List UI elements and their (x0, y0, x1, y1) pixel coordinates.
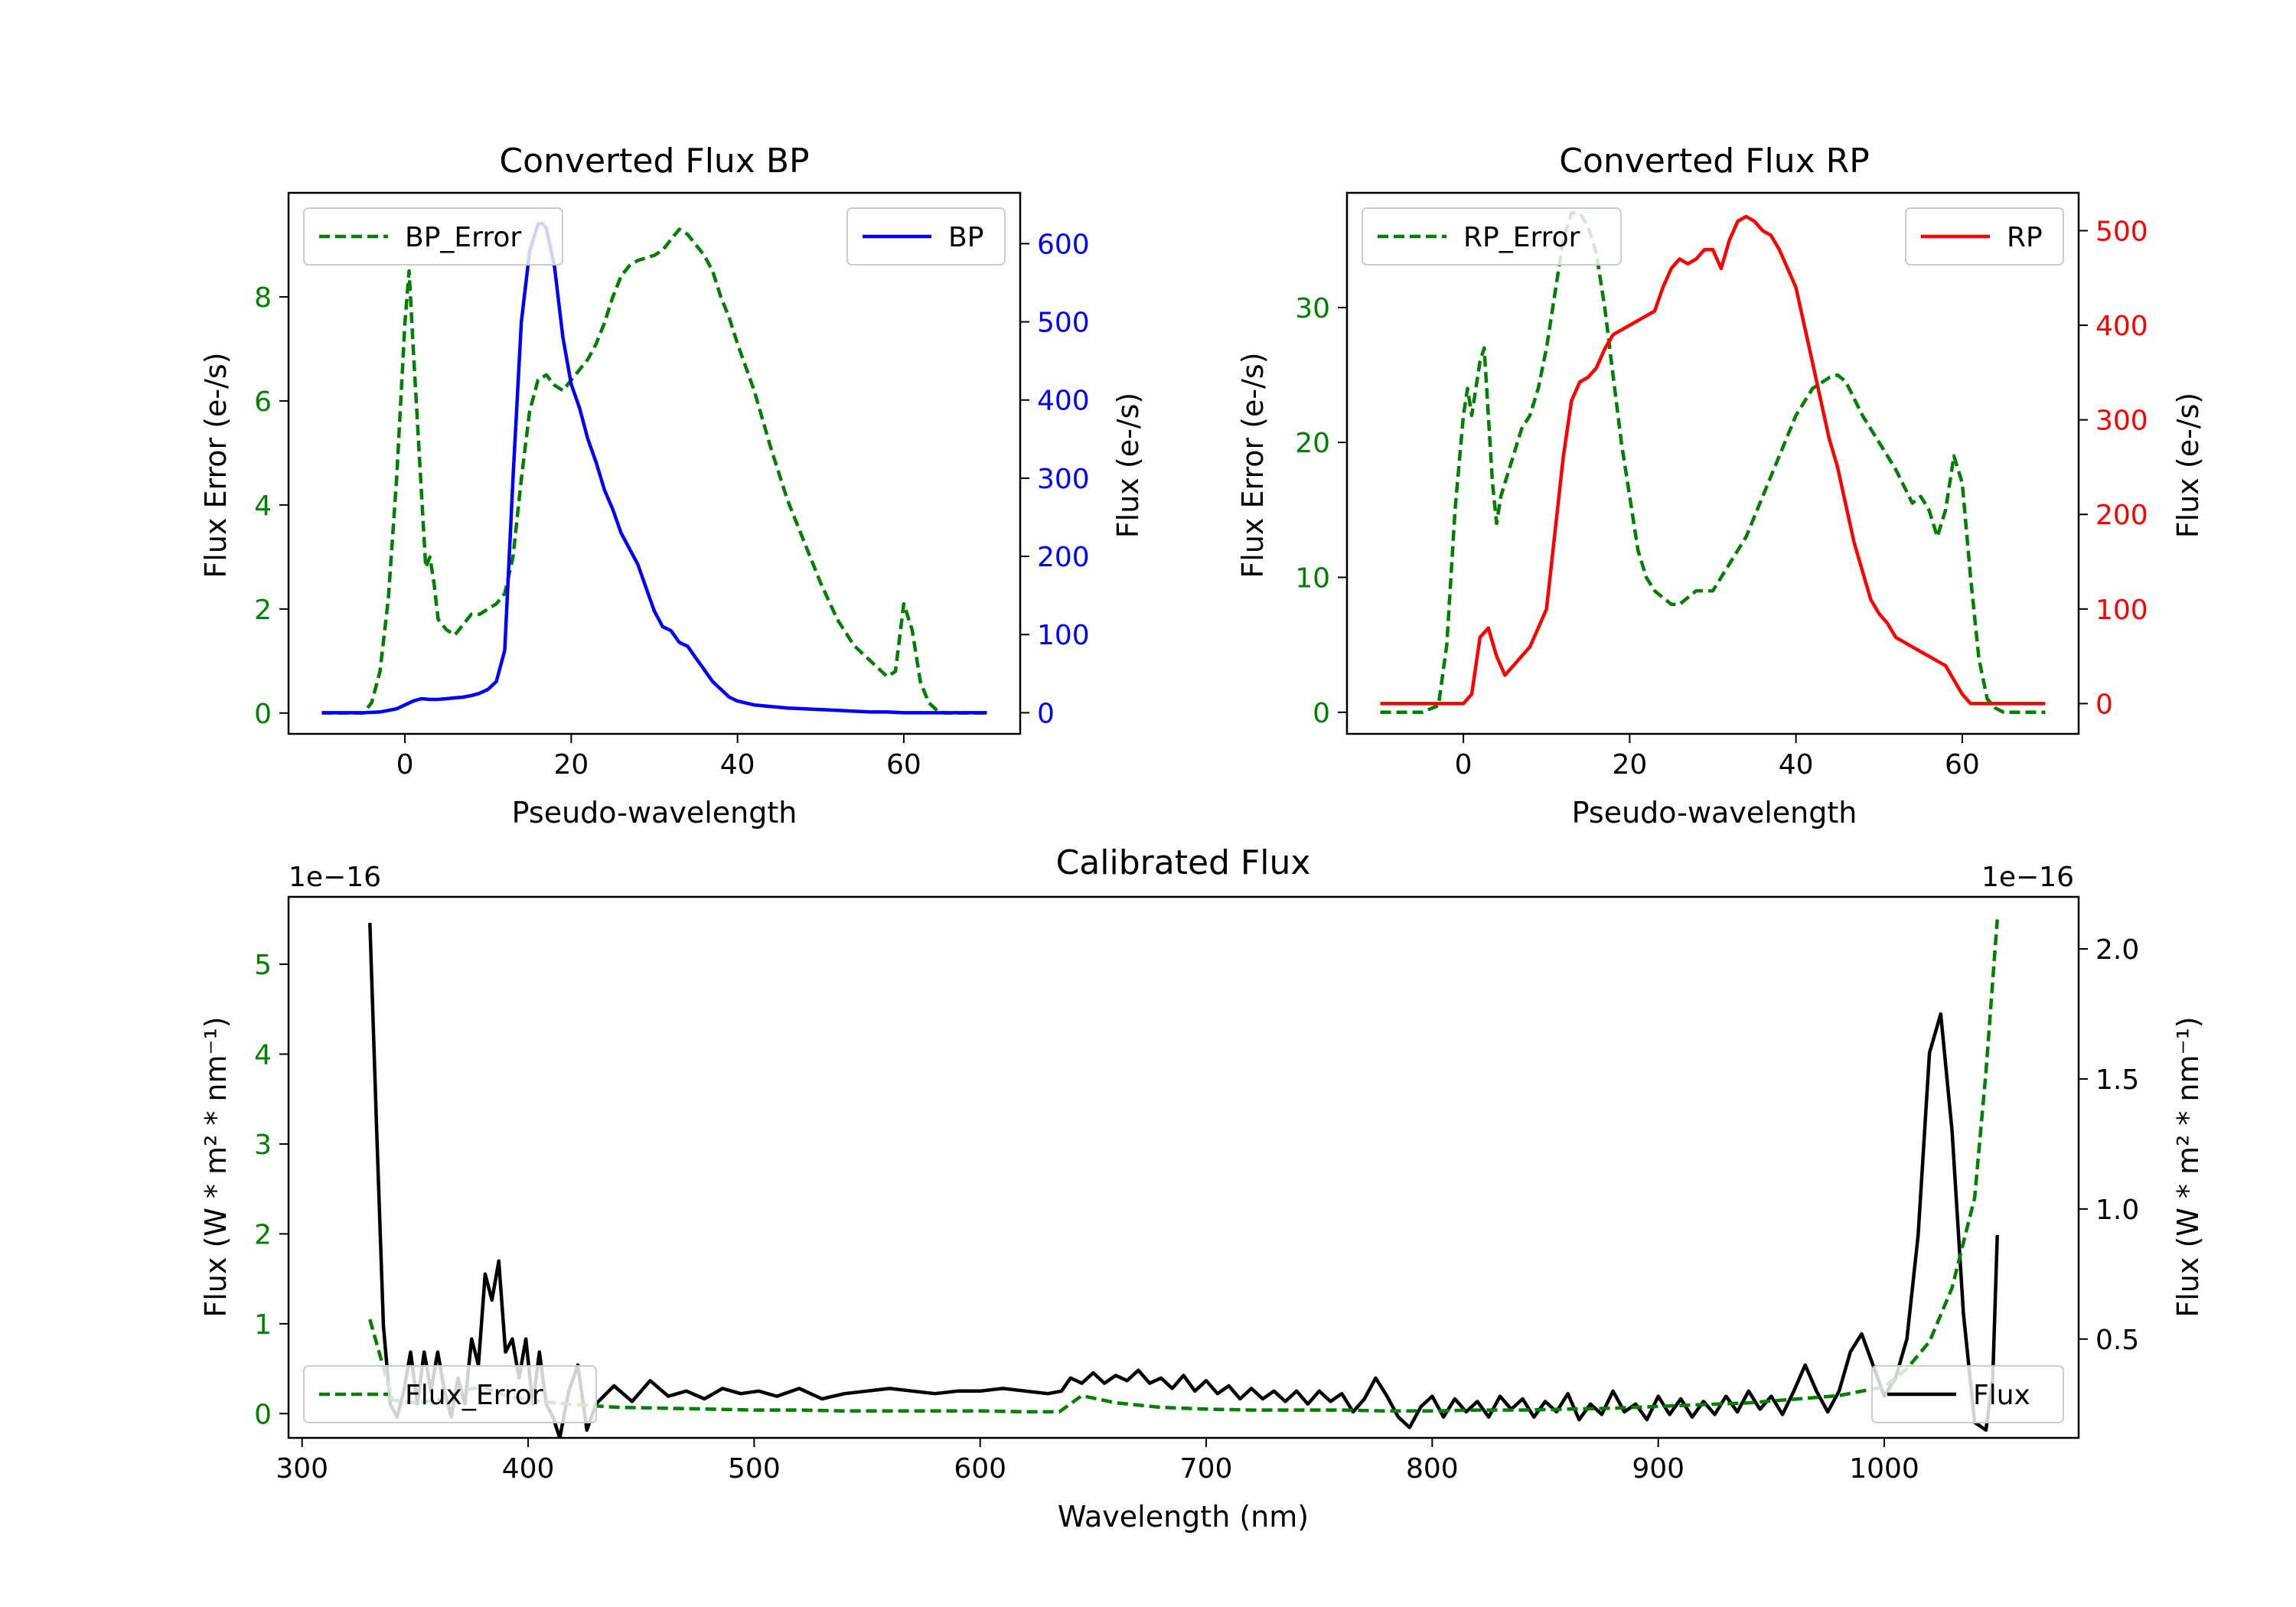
rp-plot-frame (1345, 191, 2080, 735)
rp-right-y-tick-label: 400 (2095, 311, 2148, 342)
calibrated-right-offset-text: 1e−16 (1981, 862, 2074, 893)
calibrated-left-y-tick-label: 5 (254, 950, 272, 981)
bp-series-bp-error-line (321, 227, 987, 715)
bp-x-tick-label: 0 (396, 749, 414, 781)
bp-x-tick-label: 60 (886, 749, 921, 781)
bp-chart-title: Converted Flux BP (499, 142, 809, 181)
bp-right-y-tick-label: 300 (1037, 464, 1090, 495)
rp-x-tick-label: 20 (1612, 749, 1647, 781)
legend-box (303, 207, 563, 266)
rp-right-axis-label: Flux (e-/s) (2171, 393, 2205, 538)
rp-right-y-tick-label: 300 (2095, 406, 2148, 437)
calibrated-chart-title: Calibrated Flux (1056, 843, 1311, 882)
calibrated-x-tick-label: 500 (728, 1453, 781, 1485)
legend-label: RP (2007, 222, 2043, 253)
calibrated-plot-frame (287, 895, 2080, 1439)
rp-left-y-tick-label: 30 (1295, 293, 1330, 324)
calibrated-chart: Calibrated Flux Wavelength (nm) Flux (W … (199, 843, 2205, 1534)
bp-right-y-tick-label: 100 (1037, 620, 1090, 651)
calibrated-right-y-tick-label: 0.5 (2095, 1325, 2139, 1356)
bp-right-y-tick-label: 0 (1037, 698, 1055, 729)
bp-series-bp-line (321, 221, 987, 715)
rp-right-y-tick-label: 500 (2095, 216, 2148, 247)
rp-chart: Converted Flux RP Pseudo-wavelength Flux… (1236, 142, 2205, 830)
bp-left-y-tick-label: 8 (254, 282, 272, 314)
bp-right-y-tick-label: 500 (1037, 308, 1090, 339)
rp-x-tick-label: 0 (1455, 749, 1473, 781)
legend-label: RP_Error (1463, 222, 1580, 253)
rp-legend-rp: RP (1905, 207, 2064, 266)
calibrated-left-axis-label: Flux (W * m² * nm⁻¹) (199, 1016, 233, 1317)
legend-box (1871, 1365, 2064, 1423)
calibrated-x-tick-label: 1000 (1849, 1453, 1919, 1485)
rp-series-rp-error-line (1380, 211, 2046, 715)
bp-x-axis-label: Pseudo-wavelength (512, 796, 797, 830)
bp-right-y-tick-label: 600 (1037, 229, 1090, 260)
bp-left-y-tick-label: 6 (254, 386, 272, 418)
calibrated-x-tick-label: 400 (502, 1453, 555, 1485)
calibrated-legend-flux-error: Flux_Error (303, 1365, 597, 1423)
rp-chart-title: Converted Flux RP (1559, 142, 1870, 181)
calibrated-right-y-tick-label: 1.0 (2095, 1195, 2139, 1226)
calibrated-x-tick-label: 700 (1180, 1453, 1233, 1485)
calibrated-left-y-tick-label: 1 (254, 1309, 272, 1341)
bp-right-y-tick-label: 400 (1037, 386, 1090, 417)
calibrated-x-tick-label: 900 (1632, 1453, 1684, 1485)
bp-plot-frame (287, 191, 1022, 735)
legend-label: BP (948, 222, 983, 253)
rp-legend-rp-error: RP_Error (1362, 207, 1622, 266)
rp-left-axis-label: Flux Error (e-/s) (1236, 352, 1270, 578)
calibrated-plot-area: 300 400 500 600 700 800 900 1000 0 1 2 3 4 5 0.5 1.0 1.5… (254, 895, 2139, 1485)
bp-right-y-tick-label: 200 (1037, 542, 1090, 573)
bp-left-y-tick-label: 2 (254, 595, 272, 626)
rp-left-y-tick-label: 0 (1313, 698, 1330, 729)
calibrated-left-offset-text: 1e−16 (289, 862, 381, 893)
rp-x-tick-label: 40 (1779, 749, 1814, 781)
bp-right-axis-label: Flux (e-/s) (1111, 393, 1145, 538)
calibrated-left-y-tick-label: 2 (254, 1219, 272, 1250)
calibrated-x-tick-label: 300 (276, 1453, 328, 1485)
calibrated-right-y-tick-label: 2.0 (2095, 934, 2139, 966)
rp-right-y-tick-label: 0 (2095, 689, 2113, 720)
rp-left-y-tick-label: 20 (1295, 428, 1330, 459)
bp-legend-bp-error: BP_Error (303, 207, 563, 266)
bp-left-y-tick-label: 0 (254, 699, 272, 730)
rp-left-y-tick-label: 10 (1295, 562, 1330, 594)
rp-x-axis-label: Pseudo-wavelength (1572, 796, 1857, 830)
bp-left-y-tick-label: 4 (254, 491, 272, 522)
bp-x-tick-label: 40 (720, 749, 755, 781)
calibrated-series-flux-line (368, 922, 1999, 1438)
calibrated-legend-flux: Flux (1871, 1365, 2064, 1423)
calibrated-right-axis-label: Flux (W * m² * nm⁻¹) (2171, 1016, 2205, 1317)
legend-label: BP_Error (405, 222, 521, 253)
legend-label: Flux (1973, 1380, 2030, 1411)
calibrated-x-tick-label: 600 (954, 1453, 1006, 1485)
rp-x-tick-label: 60 (1945, 749, 1980, 781)
calibrated-left-y-tick-label: 3 (254, 1129, 272, 1161)
bp-chart: Converted Flux BP Pseudo-wavelength Flux… (199, 142, 1145, 830)
rp-series-rp-line (1380, 214, 2046, 706)
legend-box (303, 1365, 597, 1423)
bp-x-tick-label: 20 (553, 749, 589, 781)
calibrated-left-y-tick-label: 4 (254, 1040, 272, 1071)
rp-right-y-tick-label: 100 (2095, 595, 2148, 626)
bp-left-axis-label: Flux Error (e-/s) (199, 352, 233, 578)
legend-box (1362, 207, 1622, 266)
calibrated-x-tick-label: 800 (1406, 1453, 1459, 1485)
calibrated-right-y-tick-label: 1.5 (2095, 1064, 2139, 1096)
calibrated-left-y-tick-label: 0 (254, 1399, 272, 1430)
calibrated-x-axis-label: Wavelength (nm) (1058, 1500, 1309, 1534)
rp-right-y-tick-label: 200 (2095, 500, 2148, 531)
bp-legend-bp: BP (846, 207, 1006, 266)
legend-label: Flux_Error (405, 1380, 543, 1411)
